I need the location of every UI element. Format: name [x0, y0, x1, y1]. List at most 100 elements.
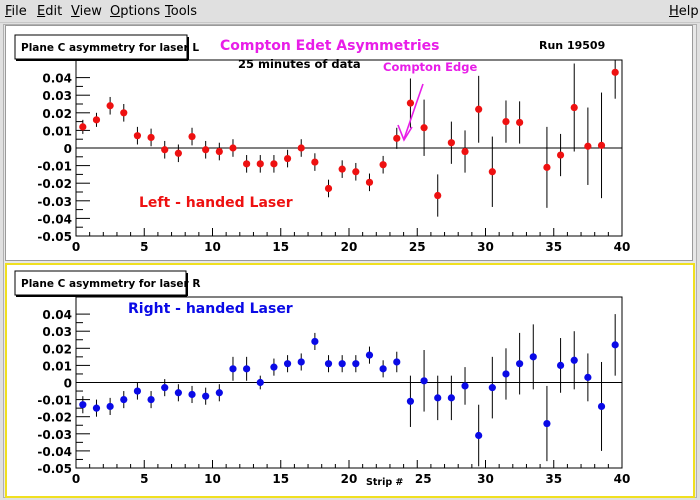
y-tick-label: 0.04 — [42, 308, 72, 322]
data-point — [447, 139, 455, 147]
x-tick-label: 35 — [545, 240, 562, 254]
data-point — [92, 404, 101, 412]
data-point — [365, 351, 374, 359]
x-tick-label: 10 — [204, 240, 221, 254]
data-point — [556, 151, 565, 159]
compton-edge-arrowhead — [397, 124, 413, 142]
data-point — [283, 154, 292, 163]
y-tick-label: 0.01 — [42, 124, 72, 138]
data-point — [597, 141, 606, 149]
x-tick-label: 35 — [545, 472, 562, 486]
menu-file[interactable]: File — [5, 4, 27, 19]
y-tick-label: -0.03 — [37, 428, 72, 442]
data-point — [475, 105, 483, 113]
y-tick-label: 0.02 — [42, 342, 72, 356]
data-point — [338, 360, 346, 368]
data-point — [434, 394, 442, 402]
data-point — [174, 389, 182, 397]
data-point — [79, 401, 87, 409]
y-tick-label: 0.02 — [42, 107, 72, 121]
x-tick-label: 0 — [72, 240, 80, 254]
data-point — [243, 365, 251, 373]
data-point — [311, 158, 319, 166]
data-point — [133, 132, 142, 140]
menu-edit[interactable]: Edit — [37, 4, 63, 19]
y-tick-label: -0.01 — [37, 160, 72, 174]
plot-laser-l: Plane C asymmetry for laser L -0.05 -0.04 -… — [14, 34, 631, 254]
plot-laser-r: Plane C asymmetry for laser R -0.05 -0.04 -… — [14, 270, 631, 488]
compton-edge-arrow — [403, 83, 424, 140]
data-point — [516, 118, 524, 127]
y-tick-label: 0.04 — [42, 72, 72, 86]
data-point — [270, 160, 278, 168]
data-point — [120, 109, 128, 117]
data-point — [379, 161, 387, 169]
data-point — [406, 99, 415, 107]
data-point — [365, 178, 374, 186]
data-point — [147, 133, 155, 142]
data-point — [188, 390, 196, 399]
menu-options[interactable]: Options — [110, 4, 161, 19]
data-point — [256, 378, 264, 387]
data-point — [502, 118, 510, 126]
x-tick-label: 5 — [140, 240, 148, 254]
menu-bar: File Edit View Options Tools Help — [0, 0, 700, 23]
data-point — [229, 365, 237, 373]
y-tick-label: -0.02 — [37, 177, 72, 191]
data-point — [611, 68, 619, 76]
y-tick-label: -0.05 — [37, 230, 72, 244]
data-point — [461, 147, 469, 156]
menu-view[interactable]: View — [71, 4, 102, 19]
data-point — [106, 102, 114, 110]
x-tick-label: 0 — [72, 472, 80, 486]
data-point — [297, 144, 305, 152]
menu-tools[interactable]: Tools — [165, 4, 198, 19]
series-label: Left - handed Laser — [139, 195, 293, 211]
data-point — [584, 373, 592, 381]
x-tick-label: 40 — [614, 472, 631, 486]
data-point — [324, 360, 333, 368]
data-point — [161, 384, 169, 392]
pad-laser-l[interactable] — [5, 25, 693, 261]
data-point — [502, 370, 510, 378]
data-point — [174, 149, 182, 157]
data-point — [420, 377, 428, 385]
x-tick-label: 30 — [477, 240, 494, 254]
data-point — [543, 419, 551, 428]
x-tick-label: 25 — [415, 472, 432, 486]
chart-title: Plane C asymmetry for laser R — [21, 278, 200, 290]
y-tick-label: -0.04 — [37, 212, 72, 226]
data-point — [120, 396, 128, 404]
data-point — [570, 103, 578, 112]
data-point — [352, 168, 360, 176]
x-tick-label: 30 — [477, 472, 494, 486]
data-point — [420, 124, 428, 132]
series-label: Right - handed Laser — [128, 301, 293, 317]
chart-headline: Compton Edet Asymmetries — [220, 38, 440, 54]
data-point — [570, 356, 578, 364]
menu-help[interactable]: Help — [669, 4, 699, 19]
x-tick-label: 40 — [614, 240, 631, 254]
title-box — [14, 270, 187, 296]
data-point — [338, 165, 346, 173]
data-point — [597, 402, 606, 411]
y-tick-label: 0 — [64, 142, 72, 156]
data-point — [475, 431, 483, 440]
compton-edge-annotation: Compton Edge — [383, 60, 477, 74]
data-point — [215, 147, 223, 156]
run-label: Run 19509 — [539, 39, 605, 52]
y-tick-label: 0.01 — [42, 359, 72, 373]
y-tick-label: -0.01 — [37, 394, 72, 408]
data-point — [311, 337, 319, 346]
y-tick-label: 0.03 — [42, 89, 72, 103]
data-point — [188, 132, 196, 141]
pad-laser-r[interactable] — [5, 263, 695, 498]
y-tick-label: -0.05 — [37, 462, 72, 476]
x-tick-label: 15 — [272, 472, 289, 486]
data-point — [406, 397, 415, 405]
data-point — [256, 160, 264, 168]
y-tick-label: -0.03 — [37, 195, 72, 209]
data-point — [215, 389, 223, 397]
y-tick-label: 0 — [64, 377, 72, 391]
x-tick-label: 10 — [204, 472, 221, 486]
